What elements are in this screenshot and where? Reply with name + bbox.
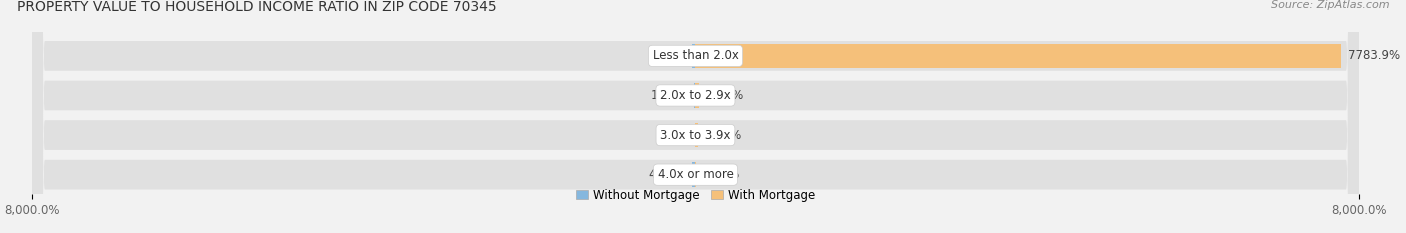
Text: PROPERTY VALUE TO HOUSEHOLD INCOME RATIO IN ZIP CODE 70345: PROPERTY VALUE TO HOUSEHOLD INCOME RATIO… <box>17 0 496 14</box>
Text: 4.0x or more: 4.0x or more <box>658 168 734 181</box>
Text: 3.0x to 3.9x: 3.0x to 3.9x <box>661 129 731 142</box>
FancyBboxPatch shape <box>32 0 1358 233</box>
Bar <box>693 44 696 68</box>
Text: 2.0x to 2.9x: 2.0x to 2.9x <box>659 89 731 102</box>
FancyBboxPatch shape <box>32 0 1358 233</box>
Text: 7783.9%: 7783.9% <box>1348 49 1400 62</box>
FancyBboxPatch shape <box>32 0 1358 233</box>
Text: 35.8%: 35.8% <box>648 49 686 62</box>
FancyBboxPatch shape <box>32 0 1358 233</box>
Bar <box>696 44 1341 68</box>
Text: 5.7%: 5.7% <box>658 129 689 142</box>
Bar <box>696 123 697 147</box>
Text: 41.4%: 41.4% <box>648 168 685 181</box>
Text: Less than 2.0x: Less than 2.0x <box>652 49 738 62</box>
Bar <box>696 83 699 108</box>
Text: 12.5%: 12.5% <box>651 89 688 102</box>
Text: 10.9%: 10.9% <box>703 168 740 181</box>
Legend: Without Mortgage, With Mortgage: Without Mortgage, With Mortgage <box>576 188 815 202</box>
Text: Source: ZipAtlas.com: Source: ZipAtlas.com <box>1271 0 1389 10</box>
Text: 47.0%: 47.0% <box>706 89 744 102</box>
Text: 25.7%: 25.7% <box>704 129 741 142</box>
Bar <box>692 162 696 187</box>
